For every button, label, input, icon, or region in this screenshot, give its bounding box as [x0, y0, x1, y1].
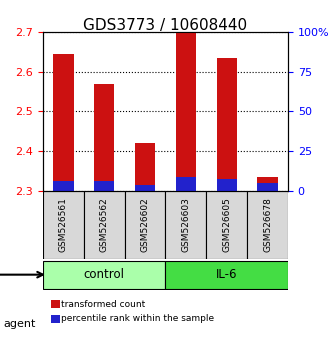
Bar — [176, 32, 196, 191]
FancyBboxPatch shape — [125, 191, 166, 259]
FancyBboxPatch shape — [43, 261, 166, 289]
Text: GSM526678: GSM526678 — [263, 198, 272, 252]
Bar — [216, 58, 237, 191]
Text: GSM526562: GSM526562 — [100, 198, 109, 252]
Text: control: control — [84, 268, 125, 280]
FancyBboxPatch shape — [206, 191, 247, 259]
Text: GSM526605: GSM526605 — [222, 198, 231, 252]
Text: GDS3773 / 10608440: GDS3773 / 10608440 — [83, 18, 248, 33]
Bar — [216, 179, 237, 191]
Bar — [94, 181, 115, 191]
FancyBboxPatch shape — [84, 191, 125, 259]
Text: GSM526603: GSM526603 — [181, 198, 190, 252]
Text: transformed count: transformed count — [61, 299, 146, 309]
Text: percentile rank within the sample: percentile rank within the sample — [61, 314, 214, 324]
Text: IL-6: IL-6 — [216, 268, 237, 280]
Text: agent: agent — [3, 319, 36, 329]
Bar — [257, 177, 278, 191]
Text: GSM526602: GSM526602 — [141, 198, 150, 252]
Bar — [135, 143, 155, 191]
FancyBboxPatch shape — [166, 261, 288, 289]
Bar — [135, 185, 155, 191]
FancyBboxPatch shape — [43, 191, 84, 259]
FancyBboxPatch shape — [247, 191, 288, 259]
Bar — [94, 84, 115, 191]
FancyBboxPatch shape — [166, 191, 206, 259]
Bar — [176, 177, 196, 191]
Text: GSM526561: GSM526561 — [59, 198, 68, 252]
Bar — [257, 183, 278, 191]
Bar — [53, 54, 73, 191]
Bar — [53, 181, 73, 191]
